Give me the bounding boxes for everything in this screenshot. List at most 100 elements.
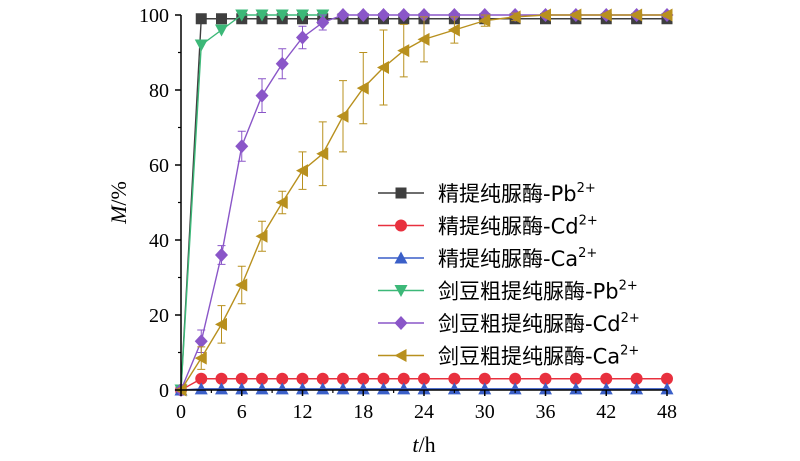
series-5 [174, 8, 674, 397]
data-point [569, 372, 582, 385]
data-point [296, 372, 309, 385]
y-tick-label: 100 [139, 5, 169, 27]
data-point [194, 334, 208, 349]
x-tick-label: 30 [475, 401, 495, 423]
data-point [195, 372, 208, 385]
data-point [508, 10, 521, 24]
x-tick-label: 42 [596, 401, 616, 423]
data-point [235, 139, 249, 154]
data-point [599, 382, 613, 395]
data-point [276, 372, 289, 385]
x-tick-label: 0 [176, 401, 186, 423]
data-point [417, 382, 431, 395]
data-point [255, 9, 269, 22]
data-point [336, 109, 349, 123]
data-point [661, 372, 673, 385]
legend-label: 剑豆粗提纯脲酶-Pb2+ [438, 279, 638, 304]
legend-item-1: 精提纯脲酶-Pb2+ [378, 181, 596, 206]
legend-item-6: 剑豆粗提纯脲酶-Ca2+ [378, 344, 639, 369]
data-point [235, 382, 249, 395]
data-point [356, 382, 370, 395]
data-point [630, 372, 643, 385]
data-point [296, 164, 308, 178]
data-point [448, 372, 461, 385]
legend-item-3: 精提纯脲酶-Ca2+ [378, 246, 597, 271]
data-point [275, 9, 289, 22]
data-point [337, 372, 349, 385]
data-point [569, 8, 582, 22]
axes: 0 6 12 18 24 30 36 42 48 0 20 40 60 80 100 t/h M/% [106, 5, 677, 457]
data-point [275, 56, 289, 71]
data-point [539, 372, 552, 385]
series-layer [174, 8, 674, 397]
legend-marker [395, 187, 407, 199]
series-1 [175, 13, 673, 396]
data-point [418, 372, 430, 385]
data-point [539, 8, 551, 22]
data-point [275, 196, 288, 209]
series-2 [175, 372, 673, 396]
data-point [256, 372, 268, 385]
data-point [275, 382, 289, 395]
data-point [336, 382, 350, 395]
series-line [180, 14, 323, 391]
data-point [508, 382, 522, 395]
data-point [397, 44, 410, 58]
legend-marker [395, 219, 407, 232]
legend-label: 精提纯脲酶-Ca2+ [438, 246, 597, 271]
data-point [397, 372, 410, 385]
data-point [194, 351, 207, 365]
legend-label: 精提纯脲酶-Pb2+ [438, 181, 596, 206]
data-point [600, 372, 613, 385]
y-tick-label: 80 [149, 80, 169, 102]
data-point [215, 382, 228, 395]
x-tick-label: 36 [536, 401, 556, 423]
data-point [235, 372, 248, 385]
x-tick-label: 48 [657, 401, 677, 423]
x-tick-label: 6 [237, 401, 247, 423]
data-point [660, 382, 674, 395]
data-point [235, 9, 249, 22]
data-point [569, 382, 583, 395]
data-point [356, 81, 369, 95]
legend-item-5: 剑豆粗提纯脲酶-Cd2+ [378, 311, 640, 336]
data-point [397, 382, 411, 395]
y-tick-label: 0 [159, 380, 169, 402]
data-point [599, 8, 612, 22]
x-axis-title: t/h [412, 432, 435, 457]
x-tick-label: 24 [414, 401, 434, 423]
data-point [215, 24, 228, 37]
data-point [316, 382, 330, 395]
y-tick-label: 60 [149, 155, 169, 177]
legend-marker [394, 285, 408, 297]
legend-item-2: 精提纯脲酶-Cd2+ [378, 214, 598, 239]
data-point [296, 30, 309, 45]
legend-label: 精提纯脲酶-Cd2+ [438, 214, 598, 239]
data-point [630, 8, 643, 22]
data-point [215, 372, 228, 385]
data-point [509, 372, 522, 385]
data-point [357, 372, 370, 385]
series-4 [174, 9, 330, 397]
legend-item-4: 剑豆粗提纯脲酶-Pb2+ [378, 279, 638, 304]
data-point [316, 372, 329, 385]
y-tick-label: 20 [149, 305, 169, 327]
data-point [235, 278, 248, 292]
data-point [316, 15, 330, 30]
x-tick-label: 18 [353, 401, 373, 423]
data-point [215, 248, 228, 262]
data-point [215, 317, 227, 331]
data-point [478, 372, 491, 385]
data-point [660, 8, 673, 22]
data-point [216, 13, 227, 25]
data-point [255, 88, 269, 103]
data-point [447, 23, 460, 37]
data-point [296, 382, 309, 395]
data-point [336, 8, 350, 22]
data-point [255, 382, 269, 395]
legend-marker [394, 251, 408, 264]
legend: 精提纯脲酶-Pb2+ 精提纯脲酶-Cd2+ 精提纯脲酶-Ca2+ 剑豆粗提纯脲酶-Pb… [378, 181, 640, 369]
data-point [194, 39, 208, 52]
data-point [630, 382, 644, 395]
